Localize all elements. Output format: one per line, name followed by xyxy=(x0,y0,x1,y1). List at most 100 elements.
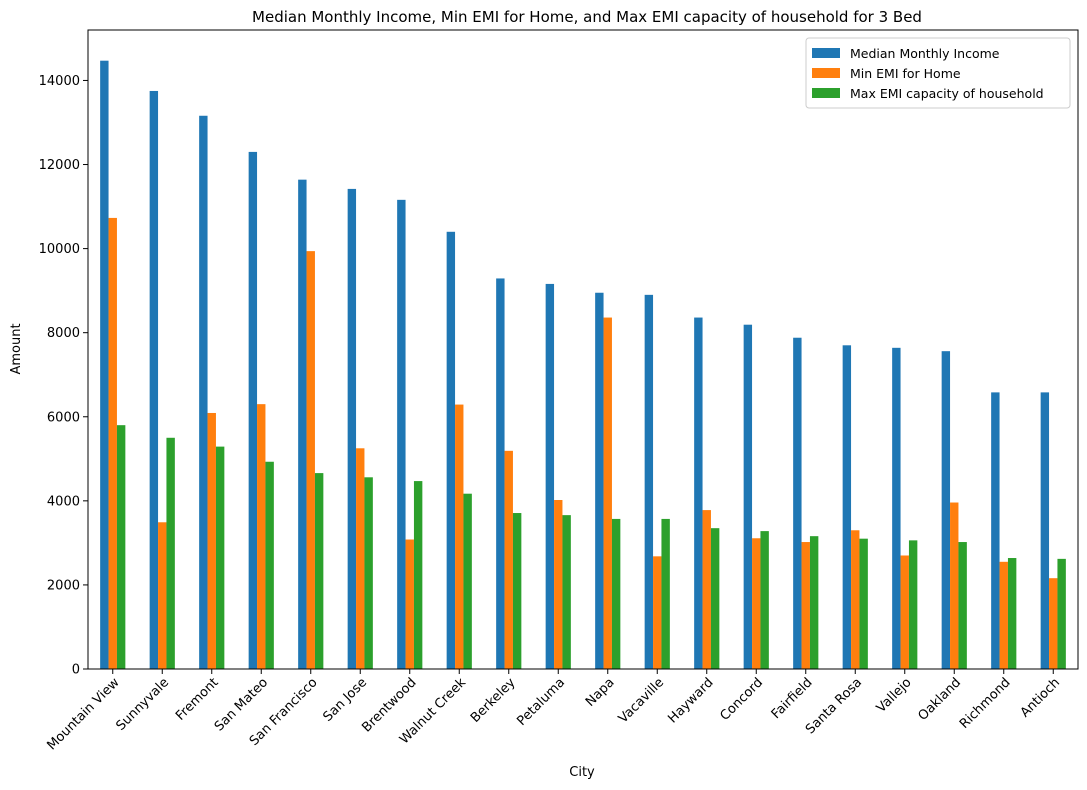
bar-2-2 xyxy=(158,522,167,669)
bar-1-20 xyxy=(1040,392,1050,669)
bar-3-9 xyxy=(512,513,522,669)
bar-3-18 xyxy=(958,542,967,669)
x-tick-label: Vacaville xyxy=(616,675,667,726)
x-tick-label: Antioch xyxy=(1018,675,1063,720)
bar-2-19 xyxy=(999,561,1008,669)
y-tick-label: 2000 xyxy=(47,578,80,593)
bar-1-4 xyxy=(248,151,258,669)
x-tick-label: Berkeley xyxy=(468,675,519,726)
x-tick-label: Hayward xyxy=(665,675,716,726)
bar-2-8 xyxy=(455,404,464,669)
x-tick-label: Fremont xyxy=(173,675,221,723)
bar-2-6 xyxy=(356,448,365,669)
bar-2-15 xyxy=(801,542,810,669)
plot-frame xyxy=(87,29,1079,670)
bar-1-15 xyxy=(793,337,802,669)
legend-swatch xyxy=(812,68,840,78)
legend-label: Median Monthly Income xyxy=(850,46,1000,61)
y-axis-label: Amount xyxy=(9,323,24,374)
y-tick-label: 14000 xyxy=(39,74,80,89)
bar-3-5 xyxy=(314,473,324,669)
y-tick-label: 10000 xyxy=(39,242,80,257)
bar-3-16 xyxy=(859,538,868,669)
bar-2-20 xyxy=(1049,578,1058,669)
bar-3-14 xyxy=(760,531,769,669)
bar-1-13 xyxy=(694,317,703,669)
bar-3-2 xyxy=(166,437,175,669)
bar-2-18 xyxy=(950,502,959,669)
bar-3-6 xyxy=(364,477,373,669)
x-tick-label: Oakland xyxy=(915,675,964,724)
chart-title: Median Monthly Income, Min EMI for Home,… xyxy=(252,8,922,26)
bar-1-3 xyxy=(199,115,208,669)
x-tick-label: Fairfield xyxy=(769,675,816,722)
bar-3-1 xyxy=(116,425,126,669)
bar-2-17 xyxy=(900,555,909,669)
y-tick-label: 12000 xyxy=(39,158,80,173)
y-tick-label: 6000 xyxy=(47,410,80,425)
y-tick-label: 8000 xyxy=(47,326,80,341)
y-tick-label: 4000 xyxy=(47,494,80,509)
bar-3-4 xyxy=(265,461,274,669)
bar-2-14 xyxy=(752,538,761,669)
bar-3-19 xyxy=(1007,558,1017,669)
bar-1-8 xyxy=(446,231,456,670)
bar-1-7 xyxy=(397,199,406,669)
legend: Median Monthly Income Min EMI for Home Max… xyxy=(805,37,1071,109)
bar-3-17 xyxy=(908,540,918,669)
legend-swatch xyxy=(812,88,840,98)
bar-3-12 xyxy=(661,518,670,669)
x-tick-label: Petaluma xyxy=(514,675,568,729)
bar-1-16 xyxy=(842,345,852,669)
legend-frame xyxy=(805,37,1071,109)
bar-2-11 xyxy=(603,317,612,669)
x-axis-label: City xyxy=(569,765,595,780)
bar-1-2 xyxy=(149,90,159,669)
legend-label: Min EMI for Home xyxy=(850,66,961,81)
bar-1-5 xyxy=(298,179,307,669)
bar-2-7 xyxy=(405,539,414,669)
bar-2-5 xyxy=(306,251,315,669)
bar-3-20 xyxy=(1057,558,1066,669)
y-tick-label: 0 xyxy=(72,663,80,678)
bar-1-11 xyxy=(595,292,604,669)
legend-label: Max EMI capacity of household xyxy=(850,86,1044,101)
bar-1-14 xyxy=(743,324,753,669)
bar-1-9 xyxy=(496,278,505,669)
x-tick-label: Sunnyvale xyxy=(113,675,172,734)
x-tick-label: Concord xyxy=(717,675,766,724)
bar-2-1 xyxy=(108,217,117,670)
bar-3-8 xyxy=(463,493,472,669)
bar-2-9 xyxy=(504,450,513,669)
bar-1-18 xyxy=(941,351,951,669)
bar-2-3 xyxy=(207,412,216,669)
bar-1-6 xyxy=(347,188,357,669)
bar-3-10 xyxy=(562,515,571,669)
plot-area xyxy=(87,29,1079,670)
x-tick-label: Mountain View xyxy=(44,675,122,753)
bar-2-16 xyxy=(851,530,860,669)
bar-1-19 xyxy=(991,392,1000,669)
y-axis-ticks: 0 2000 4000 6000 8000 10000 12000 14000 xyxy=(39,74,88,678)
bar-1-12 xyxy=(644,294,654,669)
bar-3-15 xyxy=(809,536,819,669)
bar-1-10 xyxy=(545,283,555,669)
bar-1-1 xyxy=(100,60,109,669)
bar-2-4 xyxy=(257,404,266,669)
x-tick-label: Napa xyxy=(583,675,618,710)
bars-group xyxy=(100,60,1066,670)
bar-3-7 xyxy=(413,481,423,669)
bar-2-13 xyxy=(702,510,711,669)
bar-2-10 xyxy=(554,500,563,669)
bar-3-13 xyxy=(710,528,720,669)
bar-3-3 xyxy=(215,446,225,669)
x-tick-label: Richmond xyxy=(957,675,1014,732)
bar-3-11 xyxy=(611,518,621,669)
bar-1-17 xyxy=(892,347,901,669)
legend-swatch xyxy=(812,48,840,58)
bar-2-12 xyxy=(653,556,662,669)
x-tick-label: San Jose xyxy=(320,675,370,725)
x-tick-label: Vallejo xyxy=(874,675,915,716)
